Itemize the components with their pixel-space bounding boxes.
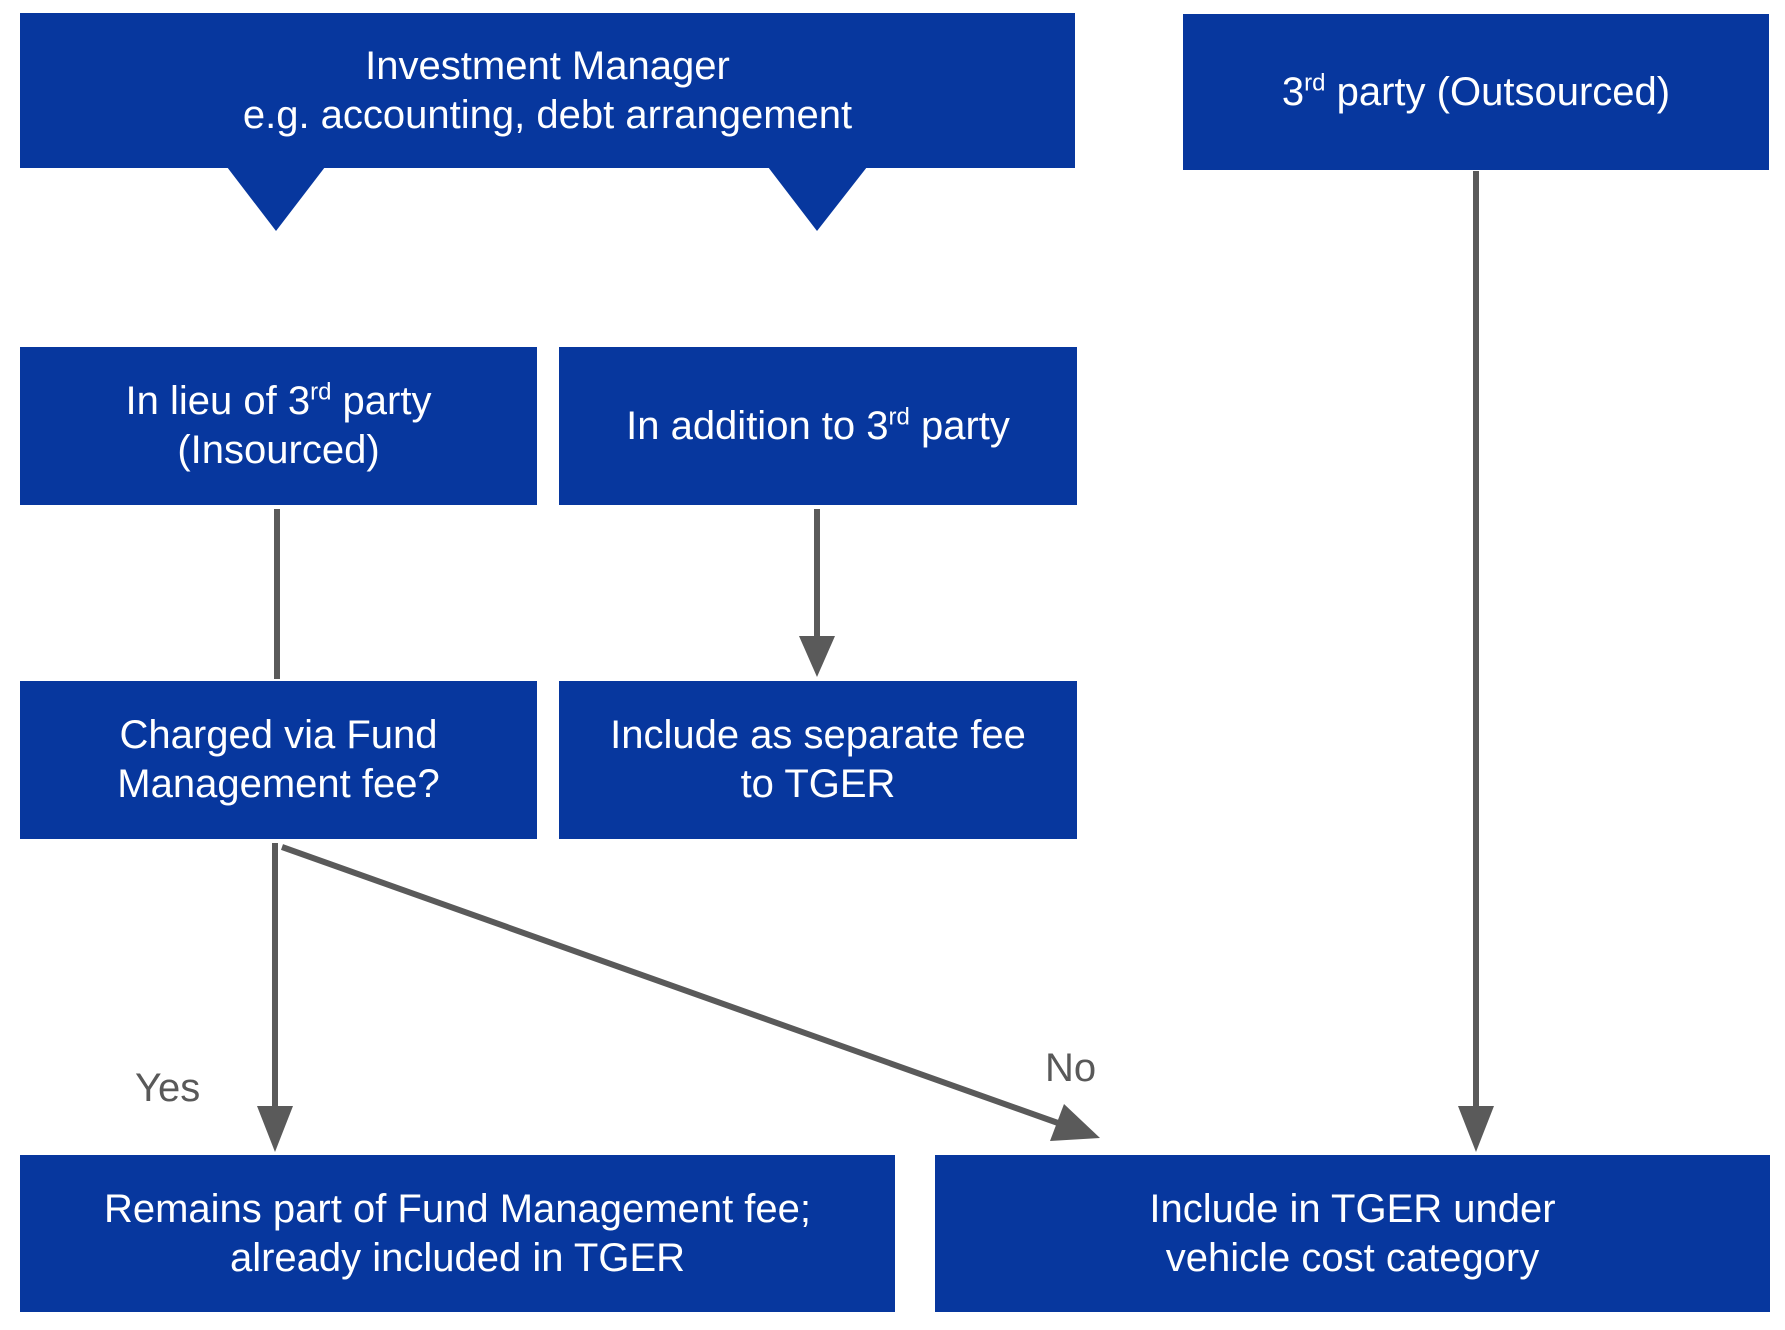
- node-remains-line1: Remains part of Fund Management fee;: [103, 1186, 812, 1231]
- node-third-party-outsourced: 3rd party (Outsourced): [1183, 14, 1769, 170]
- edge-label-no: No: [1045, 1046, 1097, 1090]
- node-charged-via-fund-fee: Charged via Fund Management fee?: [20, 681, 537, 839]
- node-in-lieu-insourced: In lieu of 3rd party (Insourced): [20, 347, 537, 505]
- node-in-lieu-line2: (Insourced): [177, 428, 380, 472]
- node-in-lieu-line1: In lieu of 3rd party: [125, 378, 432, 424]
- node-third-party-outsourced-label: 3rd party (Outsourced): [1281, 69, 1671, 114]
- node-charged-line2: Management fee?: [117, 762, 440, 806]
- connector-no: [280, 844, 1060, 1126]
- node-in-addition-label: In addition to 3rd party: [626, 403, 1010, 448]
- arrowhead-outsourced-vehicle: [1458, 1106, 1494, 1152]
- node-charged-line1: Charged via Fund: [119, 713, 438, 758]
- node-tger-vehicle-line1: Include in TGER under: [1149, 1186, 1556, 1231]
- node-remains-fund-fee: Remains part of Fund Management fee; alr…: [20, 1155, 895, 1312]
- arrowhead-inaddition-separate: [799, 636, 835, 677]
- arrowhead-yes: [257, 1106, 293, 1152]
- pointer-triangle-left: [227, 167, 325, 231]
- node-separate-fee-line1: Include as separate fee: [610, 713, 1026, 758]
- node-remains-line2: already included in TGER: [229, 1235, 686, 1280]
- pointer-triangle-right: [768, 167, 867, 231]
- node-tger-vehicle-cost: Include in TGER under vehicle cost categ…: [935, 1155, 1770, 1312]
- node-investment-manager: Investment Manager e.g. accounting, debt…: [20, 13, 1075, 168]
- node-tger-vehicle-line2: vehicle cost category: [1165, 1235, 1540, 1280]
- node-separate-fee-tger: Include as separate fee to TGER: [559, 681, 1077, 839]
- arrowhead-no: [1050, 1104, 1100, 1141]
- node-investment-manager-line1: Investment Manager: [365, 43, 730, 88]
- edge-label-yes: Yes: [135, 1066, 201, 1110]
- node-separate-fee-line2: to TGER: [740, 762, 896, 806]
- node-investment-manager-line2: e.g. accounting, debt arrangement: [242, 92, 853, 137]
- node-in-addition: In addition to 3rd party: [559, 347, 1077, 505]
